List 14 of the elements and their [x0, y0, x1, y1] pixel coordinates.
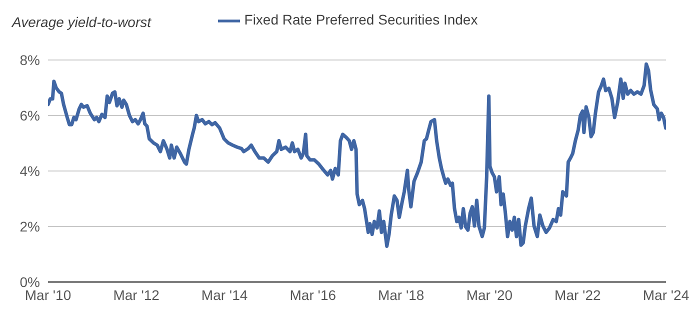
- y-tick-label: 8%: [20, 52, 40, 68]
- y-tick-label: 4%: [20, 162, 40, 179]
- x-tick-label: Mar '12: [113, 286, 160, 303]
- x-tick-label: Mar '20: [466, 286, 513, 303]
- y-tick-label: 2%: [20, 218, 40, 234]
- x-tick-label: Mar '14: [201, 286, 248, 303]
- x-tick-label: Mar '16: [290, 286, 336, 303]
- x-tick-label: Mar '24: [642, 286, 690, 303]
- line-series: [48, 62, 666, 248]
- x-tick-label: Mar '22: [554, 286, 601, 303]
- y-tick-label: 6%: [20, 107, 40, 124]
- x-tick-label: Mar '18: [378, 286, 424, 303]
- legend-label: Fixed Rate Preferred Securities Index: [244, 12, 478, 28]
- y-axis-title: Average yield-to-worst: [12, 14, 152, 30]
